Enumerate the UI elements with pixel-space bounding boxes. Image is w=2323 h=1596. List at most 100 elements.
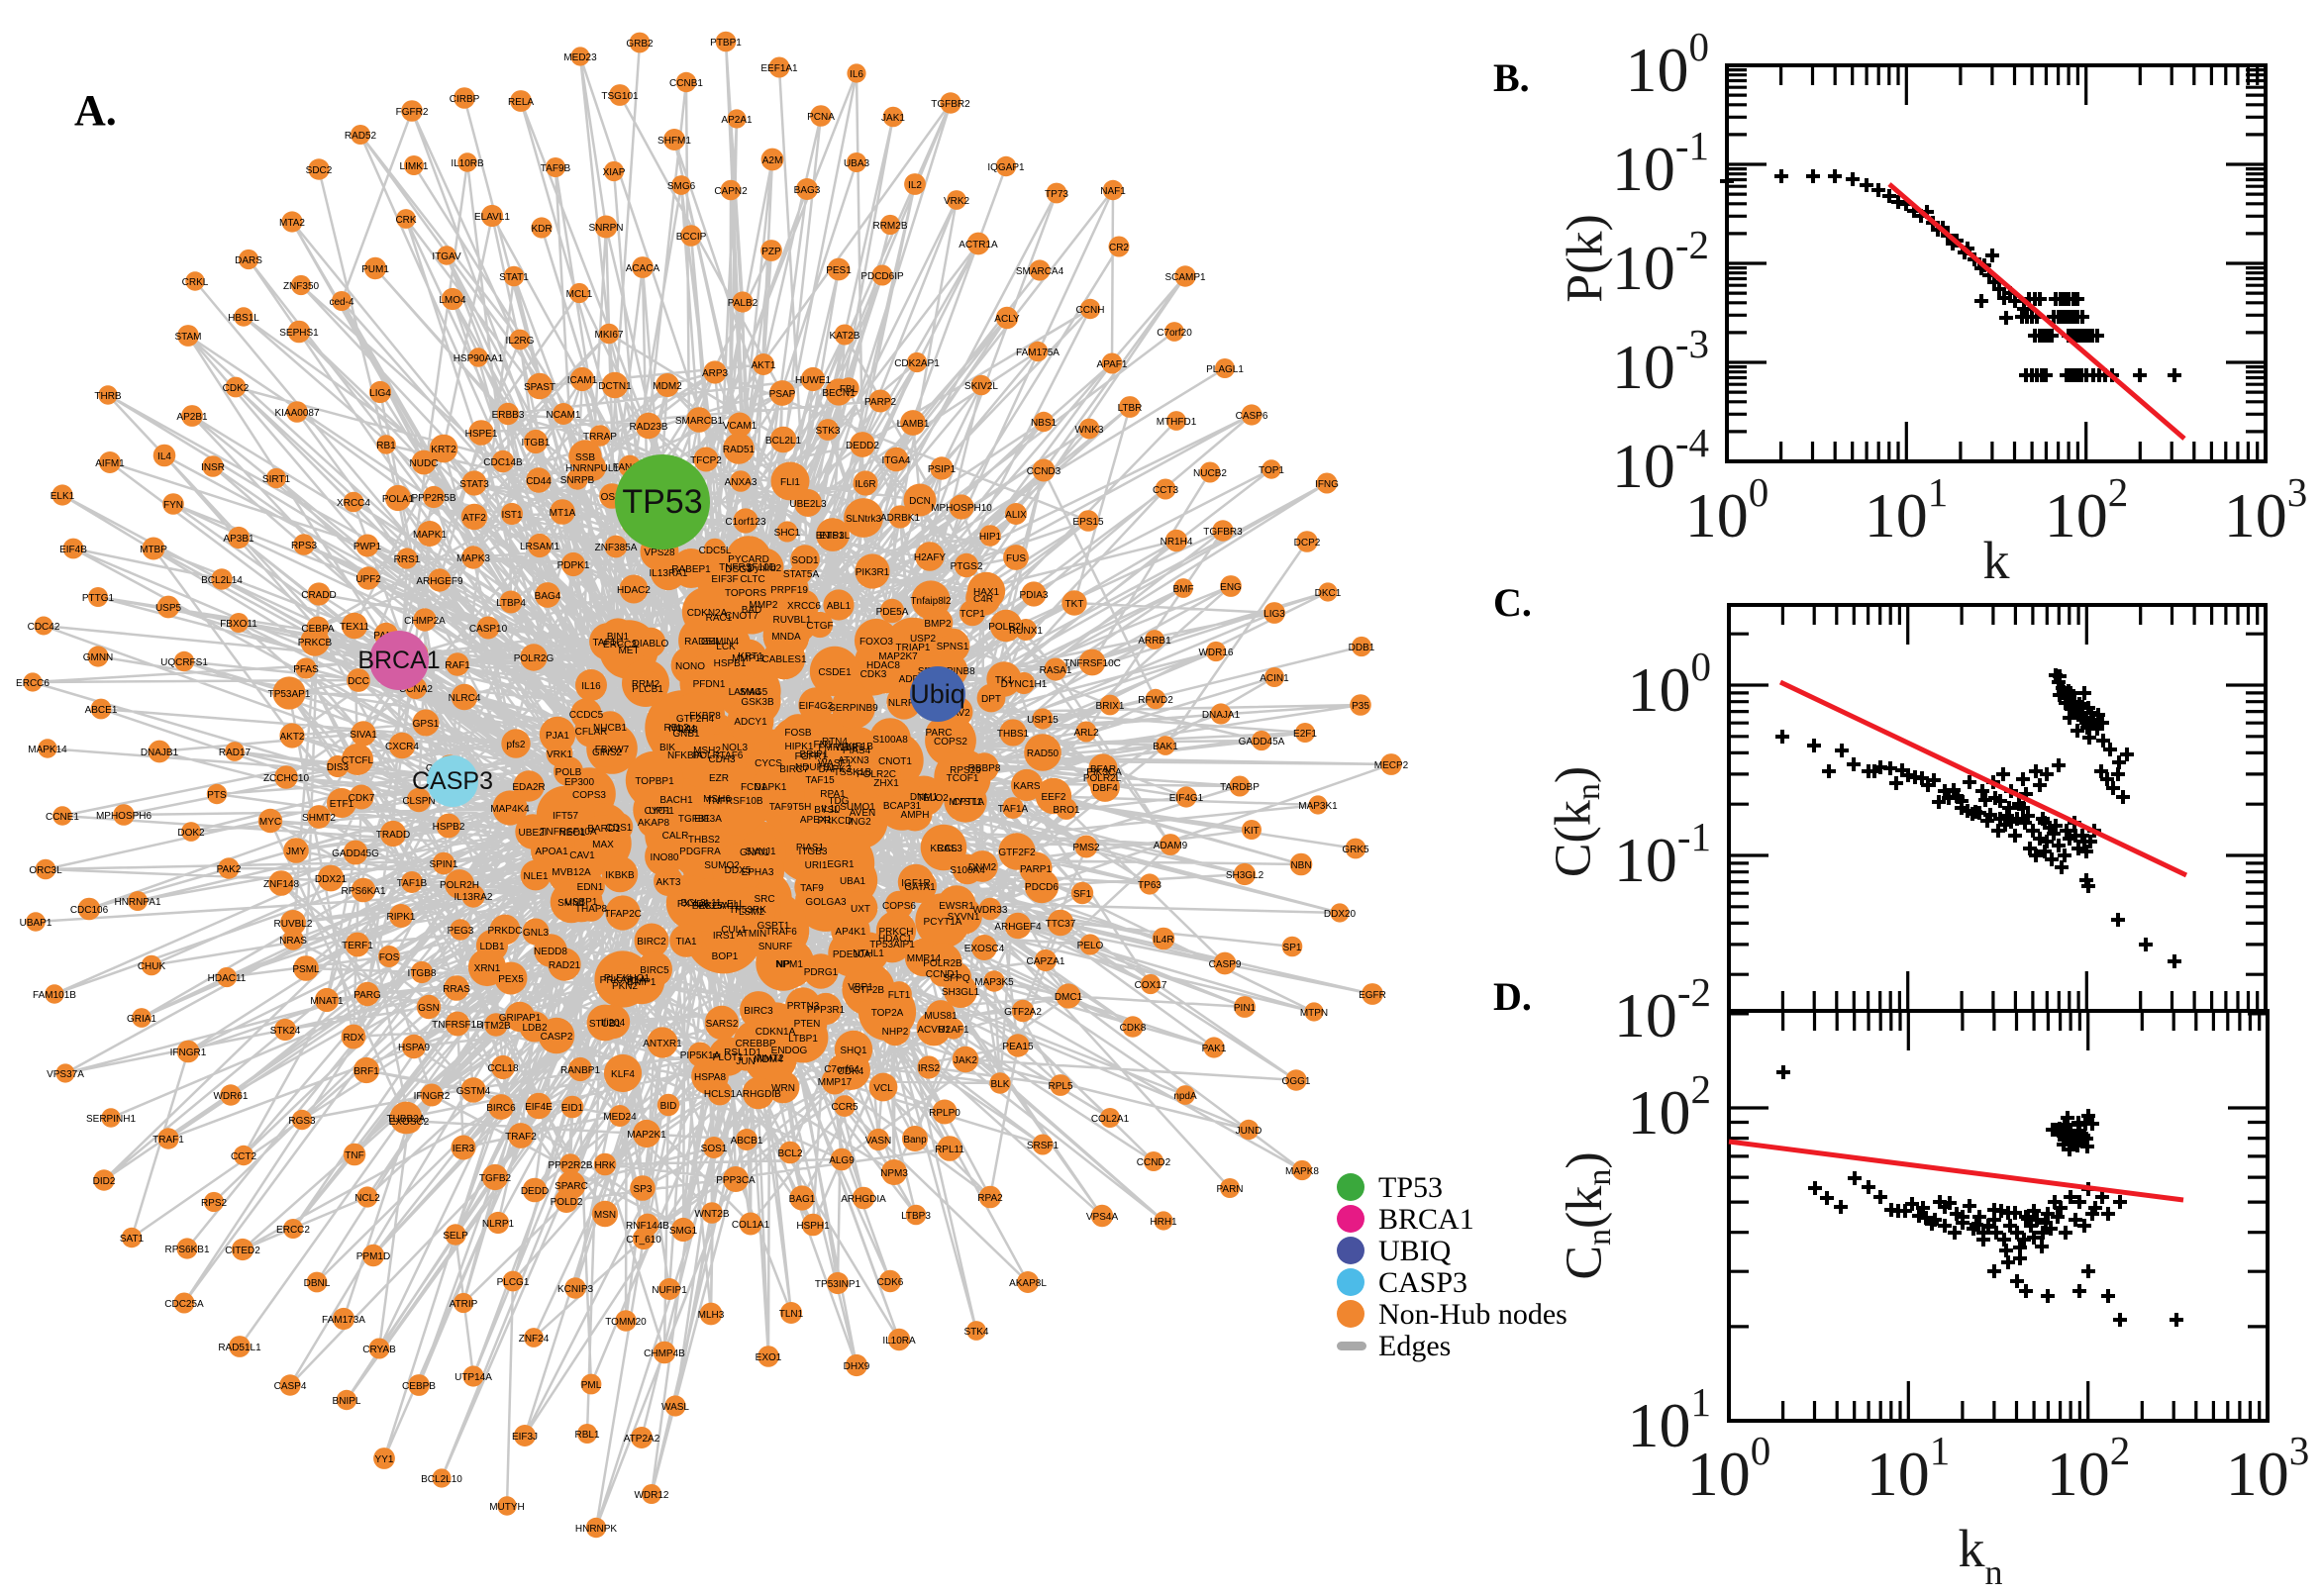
svg-text:BCL2L14: BCL2L14 [201,575,243,586]
svg-text:LTBP4: LTBP4 [496,598,526,609]
svg-text:RAD21: RAD21 [549,960,581,971]
svg-text:FAM175A: FAM175A [1016,348,1060,358]
svg-text:WDR16: WDR16 [1198,648,1233,658]
svg-text:SOD1: SOD1 [791,555,819,566]
svg-text:MAP3K5: MAP3K5 [974,977,1014,988]
svg-text:RPL11: RPL11 [935,1145,964,1155]
svg-text:LIG4: LIG4 [369,388,391,399]
svg-text:OSM: OSM [601,492,624,503]
svg-text:IKBKB: IKBKB [605,870,635,881]
svg-text:WDR1: WDR1 [835,743,864,753]
svg-text:WDR61: WDR61 [213,1091,248,1102]
svg-text:ZNF385A: ZNF385A [595,543,638,553]
svg-text:ACIN1: ACIN1 [1260,673,1289,684]
svg-text:NEO1: NEO1 [558,828,586,839]
svg-text:ING2: ING2 [848,817,871,828]
svg-text:RPS6KA1: RPS6KA1 [341,886,385,897]
svg-text:KRT2: KRT2 [431,445,456,455]
svg-text:ITGB1: ITGB1 [522,438,551,449]
svg-text:SMG6: SMG6 [667,181,696,192]
svg-text:POLA1: POLA1 [382,494,415,505]
svg-text:KARS: KARS [1013,781,1041,792]
svg-text:PDIA3: PDIA3 [1020,590,1049,601]
svg-text:MNDA: MNDA [771,632,801,643]
svg-text:IFNG: IFNG [1315,479,1339,490]
svg-text:GSN: GSN [418,1003,440,1014]
svg-text:SPAST: SPAST [524,382,556,393]
svg-text:CCL3: CCL3 [937,844,962,854]
svg-text:WASF1: WASF1 [818,758,853,769]
svg-text:CDK7: CDK7 [349,793,375,804]
svg-text:USP2: USP2 [910,634,937,645]
svg-text:MAX: MAX [592,840,614,850]
svg-text:PZP: PZP [761,247,781,257]
svg-text:MUTYH: MUTYH [489,1502,525,1513]
svg-text:MTHFD1: MTHFD1 [1157,417,1197,428]
svg-text:DBF4: DBF4 [1092,783,1118,794]
svg-text:ACVR1: ACVR1 [917,1025,951,1036]
svg-text:NLRC4: NLRC4 [449,693,481,704]
svg-text:PLCG1: PLCG1 [497,1277,530,1288]
svg-text:DHX9: DHX9 [844,1361,870,1372]
svg-text:TFAP2C: TFAP2C [604,909,642,920]
svg-text:LIMK1: LIMK1 [400,161,429,172]
svg-text:CHUK: CHUK [138,961,166,972]
svg-text:RAD51L1: RAD51L1 [218,1343,261,1353]
svg-text:APEX1: APEX1 [800,815,833,826]
svg-text:USP15: USP15 [1027,715,1059,726]
svg-text:SLNtrk3: SLNtrk3 [846,514,882,525]
svg-text:SPIN1: SPIN1 [430,859,458,870]
svg-text:RB1: RB1 [376,441,396,451]
svg-text:DMC1: DMC1 [1055,992,1083,1003]
svg-text:VASN: VASN [865,1136,892,1147]
svg-text:GTF2F2: GTF2F2 [998,848,1036,858]
svg-text:BAD: BAD [742,605,762,616]
svg-text:NLE1: NLE1 [523,871,548,882]
svg-text:TDG: TDG [828,796,849,807]
svg-text:MAPK1: MAPK1 [413,530,447,541]
svg-text:TP53: TP53 [622,483,702,521]
svg-text:UBAP1: UBAP1 [20,918,52,929]
svg-text:10-2: 10-2 [1612,222,1709,303]
svg-text:BCL2L11: BCL2L11 [681,898,722,909]
svg-text:SOS1: SOS1 [701,1144,728,1154]
svg-text:MAPK8: MAPK8 [1285,1166,1319,1177]
svg-text:XIAP: XIAP [603,167,626,178]
svg-text:RPLP0: RPLP0 [929,1108,960,1119]
svg-text:NLRP1: NLRP1 [482,1219,515,1230]
svg-text:UPF1: UPF1 [649,806,674,817]
svg-text:TRADD: TRADD [376,830,410,841]
svg-text:MAP4K4: MAP4K4 [490,804,530,815]
svg-text:RAC1: RAC1 [706,613,733,624]
svg-text:BIRC6: BIRC6 [486,1103,516,1114]
svg-text:HSPA8: HSPA8 [694,1072,726,1083]
svg-text:C7orf20: C7orf20 [1157,328,1192,339]
svg-text:GINS2: GINS2 [592,748,622,758]
svg-text:PRTN3: PRTN3 [787,1001,820,1012]
svg-text:EDA2R: EDA2R [512,782,545,793]
svg-text:KDR: KDR [531,224,552,235]
svg-text:HNRNPK: HNRNPK [575,1524,618,1535]
svg-text:EIF3F: EIF3F [711,574,738,585]
svg-text:PML: PML [581,1380,602,1391]
svg-text:PIAS1: PIAS1 [796,843,825,853]
svg-text:MAP2K7: MAP2K7 [878,651,918,662]
svg-text:RPS29: RPS29 [950,765,981,776]
svg-text:ARHGEF4: ARHGEF4 [994,922,1042,933]
svg-text:TAF9: TAF9 [800,883,824,894]
svg-text:TARDBP: TARDBP [1220,782,1260,793]
svg-text:CNOT7: CNOT7 [725,611,758,622]
svg-text:EWSR1: EWSR1 [939,901,974,912]
svg-text:RUVBL1: RUVBL1 [773,615,812,626]
svg-text:CRK: CRK [395,215,416,226]
svg-text:MCL1: MCL1 [566,289,593,300]
svg-text:XRN1: XRN1 [474,963,501,974]
svg-text:MYC: MYC [259,817,281,828]
svg-text:GMNN: GMNN [83,652,114,663]
svg-text:TERF1: TERF1 [342,941,373,951]
svg-text:EDN1: EDN1 [577,882,604,893]
svg-text:IL4: IL4 [157,451,171,462]
svg-text:CSDE1: CSDE1 [818,667,852,678]
svg-text:SEPHS1: SEPHS1 [279,328,319,339]
svg-text:EXOSC4: EXOSC4 [964,944,1005,954]
